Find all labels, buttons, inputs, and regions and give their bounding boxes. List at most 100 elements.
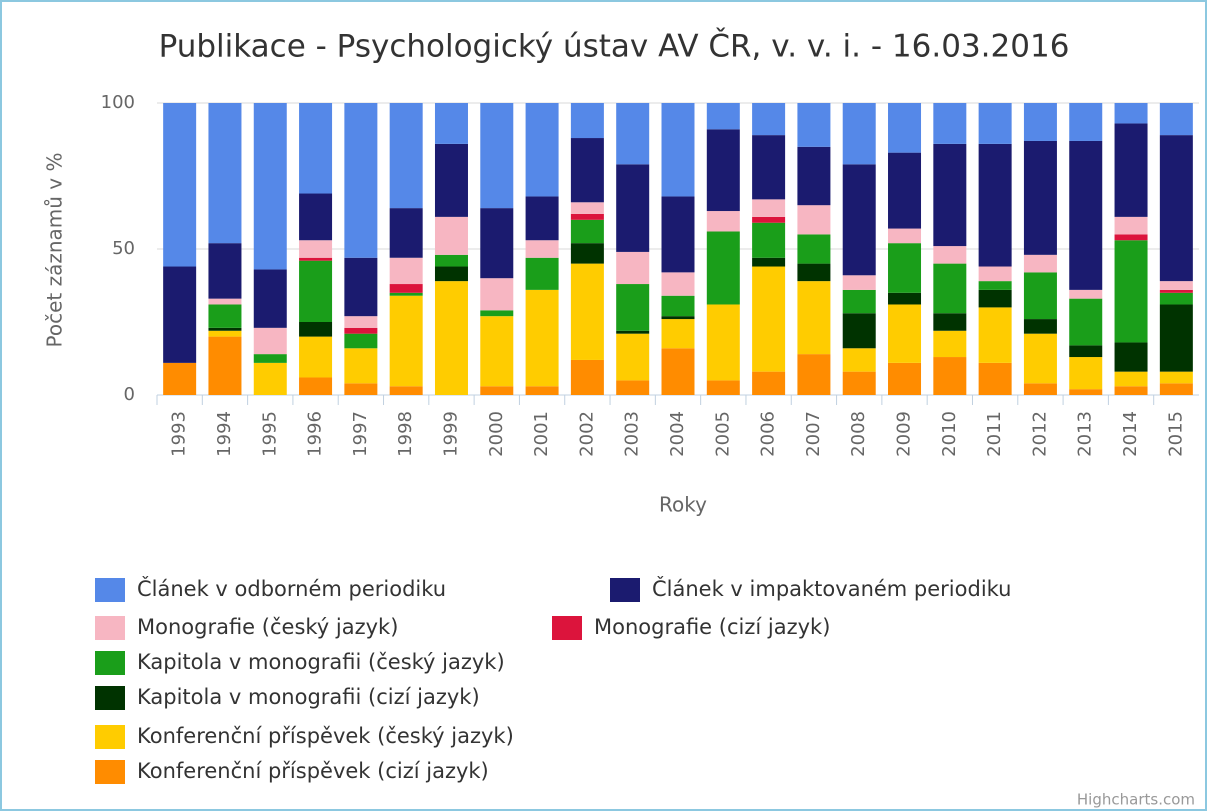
x-tick-label: 2002 [576, 411, 597, 457]
bar-segment [1159, 383, 1193, 395]
bar-segment [344, 316, 378, 328]
bar-segment [842, 164, 876, 276]
legend-label: Kapitola v monografii (cizí jazyk) [137, 685, 480, 709]
bar-segment [163, 103, 197, 267]
bar-segment [299, 240, 333, 258]
bar-segment [570, 219, 604, 244]
bar-segment [1159, 135, 1193, 282]
bar-segment [978, 103, 1012, 144]
bar-segment [888, 304, 922, 363]
legend-swatch [95, 725, 125, 749]
bar-segment [842, 275, 876, 290]
bar-segment [434, 143, 468, 217]
bar-segment [570, 243, 604, 264]
bar-segment [616, 251, 650, 285]
x-tick-label: 2008 [848, 411, 869, 457]
bar-segment [616, 103, 650, 165]
bar-segment [434, 281, 468, 395]
bar-segment [434, 266, 468, 282]
bar-segment [661, 348, 695, 395]
bar-segment [752, 266, 786, 372]
bar-segment [1069, 298, 1103, 346]
bar-segment [1114, 240, 1148, 343]
bar-segment [1069, 357, 1103, 390]
bar-segment [253, 362, 287, 395]
bar-segment [888, 228, 922, 244]
legend-swatch [95, 651, 125, 675]
x-tick-label: 1993 [169, 411, 190, 457]
legend-swatch [95, 760, 125, 784]
bar-segment [661, 295, 695, 317]
x-axis-title: Roky [659, 493, 707, 517]
bar-segment [570, 213, 604, 220]
legend-swatch [95, 578, 125, 602]
x-tick-label: 2003 [622, 411, 643, 457]
bar-segment [661, 196, 695, 273]
bar-segment [344, 257, 378, 317]
bar-segment [752, 199, 786, 217]
x-tick-label: 1995 [259, 411, 280, 457]
bar-segment [253, 327, 287, 355]
y-tick-label: 0 [124, 384, 135, 405]
bar-segment [1023, 254, 1057, 273]
x-tick-label: 1999 [440, 411, 461, 457]
bar-segment [1114, 386, 1148, 395]
bar-segment [842, 289, 876, 314]
x-tick-label: 2015 [1165, 411, 1186, 457]
bar-segment [163, 362, 197, 395]
bar-segment [797, 103, 831, 147]
bar-segment [525, 386, 559, 395]
bar-segment [253, 103, 287, 270]
bar-segment [389, 284, 423, 293]
bar-segment [752, 257, 786, 267]
legend-label: Článek v impaktovaném periodiku [652, 576, 1011, 601]
x-tick-label: 2001 [531, 411, 552, 457]
bar-segment [752, 135, 786, 200]
bar-segment [389, 295, 423, 387]
bar-segment [1023, 103, 1057, 141]
x-tick-label: 2004 [667, 411, 688, 457]
bar-segment [1114, 234, 1148, 241]
bar-segment [299, 336, 333, 378]
bar-segment [752, 103, 786, 136]
bar-segment [978, 266, 1012, 282]
bar-segment [797, 354, 831, 395]
x-tick-label: 2007 [803, 411, 824, 457]
bar-segment [888, 362, 922, 395]
bar-segment [344, 103, 378, 258]
bar-segment [208, 298, 242, 305]
bar-segment [434, 216, 468, 255]
bar-segment [253, 354, 287, 363]
bar-segment [1023, 319, 1057, 334]
bar-segment [1159, 304, 1193, 372]
legend-swatch [95, 686, 125, 710]
bar-segment [344, 383, 378, 395]
bar-segment [525, 240, 559, 258]
bar-segment [706, 129, 740, 212]
bar-segment [842, 103, 876, 165]
bar-segment [797, 234, 831, 264]
legend-swatch [610, 578, 640, 602]
bar-segment [344, 327, 378, 334]
bar-segment [525, 103, 559, 197]
bar-segment [616, 284, 650, 331]
bar-segment [570, 202, 604, 214]
bar-segment [1023, 272, 1057, 320]
bar-segment [299, 377, 333, 395]
x-tick-label: 1996 [305, 411, 326, 457]
bar-segment [888, 152, 922, 229]
bar-segment [253, 269, 287, 328]
x-tick-label: 2011 [984, 411, 1005, 457]
bar-segment [888, 103, 922, 153]
bar-segment [933, 313, 967, 331]
x-tick-label: 2010 [939, 411, 960, 457]
bar-segment [842, 313, 876, 349]
legend-swatch [95, 616, 125, 640]
bar-segment [299, 257, 333, 261]
bar-segment [480, 310, 514, 317]
bar-segment [706, 103, 740, 130]
bar-segment [933, 263, 967, 314]
bar-segment [661, 103, 695, 197]
bar-segment [434, 103, 468, 144]
bar-segment [1069, 140, 1103, 290]
